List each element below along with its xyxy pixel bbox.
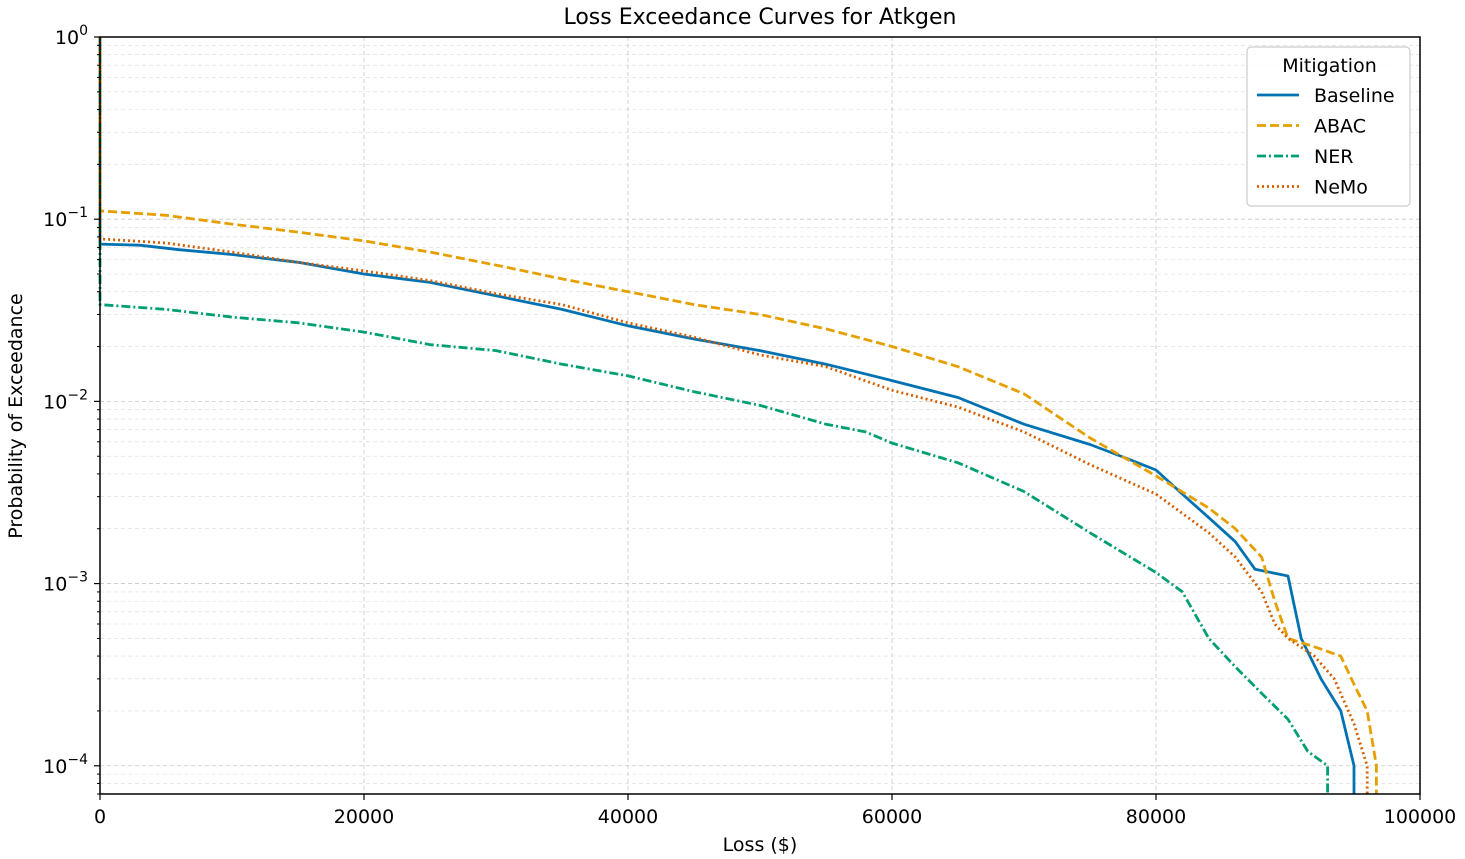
plot-frame	[99, 36, 1421, 795]
y-axis-label: Probability of Exceedance	[5, 293, 27, 538]
y-tick-label: 10−3	[43, 570, 88, 596]
legend-label-baseline: Baseline	[1314, 85, 1395, 107]
legend: Mitigation Baseline ABAC NER NeMo	[1246, 46, 1411, 207]
x-tick-label: 20000	[334, 806, 394, 828]
plot-lines	[98, 37, 1378, 794]
y-tick-label: 10−1	[43, 205, 88, 231]
x-tick-label: 100000	[1384, 806, 1457, 828]
chart-title: Loss Exceedance Curves for Atkgen	[563, 5, 956, 30]
legend-box	[1246, 46, 1411, 207]
legend-label-ner: NER	[1314, 146, 1353, 168]
y-tick-label: 100	[55, 23, 88, 49]
x-tick-label: 40000	[598, 806, 658, 828]
y-tick-label: 10−4	[43, 752, 88, 778]
series-line-nemo	[98, 37, 1369, 794]
x-tick-label: 0	[94, 806, 106, 828]
legend-label-abac: ABAC	[1314, 116, 1366, 138]
series-line-baseline	[98, 37, 1356, 794]
x-tick-label: 80000	[1126, 806, 1186, 828]
series-line-abac	[98, 37, 1378, 794]
legend-title: Mitigation	[1282, 55, 1377, 77]
x-tick-label: 60000	[862, 806, 922, 828]
series-line-ner	[98, 37, 1329, 794]
legend-label-nemo: NeMo	[1314, 177, 1368, 199]
axis-ticks: 100 10−1 10−2 10−3 10−4 0 20000 40000 60000 80000…	[43, 23, 1456, 828]
y-tick-label: 10−2	[43, 387, 88, 413]
grid	[99, 36, 1421, 795]
x-axis-label: Loss ($)	[723, 834, 798, 856]
